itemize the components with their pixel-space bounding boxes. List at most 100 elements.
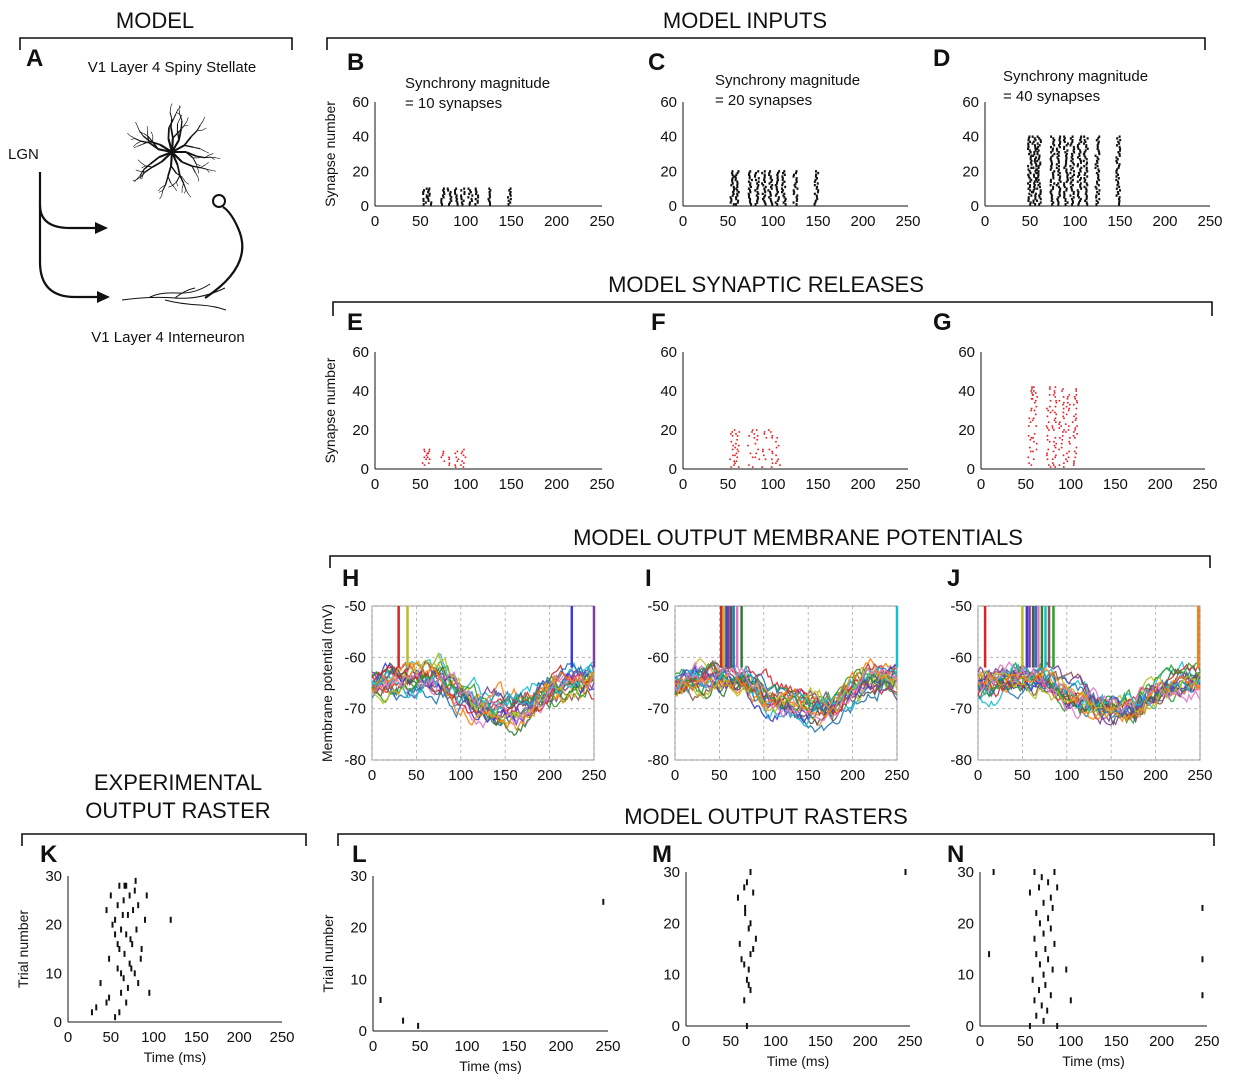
y-tick-label: -60 [344, 649, 366, 666]
release-dot [735, 452, 738, 455]
release-dot [1033, 433, 1036, 435]
y-tick-label: 40 [660, 383, 677, 400]
release-dot [1051, 427, 1054, 429]
release-dot [1049, 411, 1052, 414]
y-tick-label: 60 [962, 94, 979, 111]
panel-letter-e: E [347, 309, 363, 336]
y-axis-label: Trial number [15, 910, 31, 988]
release-dot [757, 448, 759, 451]
y-tick-label: 40 [962, 129, 979, 146]
membrane-trace [674, 662, 898, 727]
dendrite-segment [141, 174, 144, 180]
release-dot [1065, 405, 1068, 408]
release-dot [1052, 450, 1055, 453]
dendrite-segment [216, 157, 221, 159]
release-dot [1067, 409, 1070, 412]
panel-letter-g: G [933, 309, 952, 336]
dendrite-segment [136, 125, 140, 131]
dendrite-segment [137, 143, 144, 147]
release-dot [460, 464, 462, 466]
release-dot [1076, 401, 1078, 404]
release-dot [462, 466, 465, 468]
y-tick-label: 30 [45, 868, 62, 885]
panel-letter-f: F [651, 309, 666, 336]
dendrite-segment [143, 133, 149, 137]
x-tick-label: 250 [589, 476, 614, 493]
release-dot [1049, 388, 1051, 390]
dendrite-segment [196, 129, 203, 132]
dendrite-segment [170, 165, 177, 174]
membrane-trace [977, 661, 1201, 714]
release-dot [1052, 462, 1054, 464]
y-axis-label: Synapse number [322, 101, 338, 207]
release-dot [457, 458, 460, 461]
release-dot [1033, 386, 1035, 388]
release-dot [1047, 448, 1050, 451]
dendrite-segment [198, 156, 204, 159]
dendrite-segment [177, 118, 181, 124]
release-dot [1053, 419, 1056, 422]
dendrite-segment [127, 133, 131, 137]
release-dot [736, 448, 739, 451]
panel-a-model-schematic: A V1 Layer 4 Spiny Stellate LGN V1 Layer… [8, 45, 256, 346]
y-tick-label: 0 [669, 461, 677, 478]
dendrite-segment [179, 114, 183, 121]
release-dot [779, 464, 781, 466]
release-dot [1071, 421, 1074, 423]
dendrite-segment [204, 162, 209, 166]
release-dot [1032, 450, 1034, 453]
synchrony-value: = 40 synapses [1003, 88, 1100, 105]
release-dot [442, 450, 445, 453]
dendrite-segment [181, 161, 193, 167]
y-tick-label: 60 [660, 94, 677, 111]
dendrite-segment [144, 166, 153, 173]
dendrite-segment [145, 165, 153, 168]
panel-letter-k: K [40, 841, 58, 868]
membrane-trace [977, 667, 1201, 723]
dendrite-segment [140, 175, 142, 180]
dendrite-segment [160, 184, 166, 189]
release-dot [753, 437, 756, 439]
release-dot [464, 456, 467, 459]
membrane-trace [977, 661, 1201, 723]
release-dot [428, 450, 430, 453]
release-dot [1075, 413, 1077, 416]
dendrite-segment [186, 117, 189, 122]
release-dot [1035, 425, 1038, 427]
x-tick-label: 50 [711, 767, 728, 784]
x-tick-label: 100 [751, 767, 776, 784]
y-tick-label: 10 [663, 967, 680, 984]
release-dot [1030, 464, 1033, 466]
release-dot [1062, 388, 1064, 390]
release-dot [755, 429, 758, 431]
release-dot [1054, 437, 1057, 439]
release-dot [771, 437, 773, 439]
x-tick-label: 250 [1194, 1033, 1219, 1050]
x-tick-label: 0 [974, 767, 982, 784]
y-tick-label: 60 [352, 344, 369, 361]
release-dot [427, 462, 430, 464]
section-title-membrane: MODEL OUTPUT MEMBRANE POTENTIALS [573, 525, 1023, 550]
dendrite-segment [179, 114, 183, 119]
x-tick-label: 50 [1014, 767, 1031, 784]
x-tick-label: 250 [1187, 767, 1212, 784]
release-dot [736, 435, 739, 437]
release-dot [1076, 425, 1078, 427]
x-tick-label: 250 [269, 1029, 294, 1046]
release-dot [1033, 440, 1035, 443]
release-dot [733, 460, 736, 462]
x-tick-label: 150 [493, 767, 518, 784]
dendrite-segment [167, 176, 172, 184]
y-tick-label: -60 [647, 649, 669, 666]
x-tick-label: 200 [227, 1029, 252, 1046]
release-dot [1052, 464, 1055, 466]
release-dot [1030, 407, 1033, 410]
release-dot [1067, 429, 1070, 431]
release-dot [1062, 466, 1065, 468]
y-tick-label: 20 [45, 917, 62, 934]
release-dot [454, 452, 457, 455]
release-dot [428, 458, 431, 461]
section-title-experimental-1: EXPERIMENTAL [94, 770, 262, 795]
inhibitory-synapse-icon [212, 194, 226, 208]
